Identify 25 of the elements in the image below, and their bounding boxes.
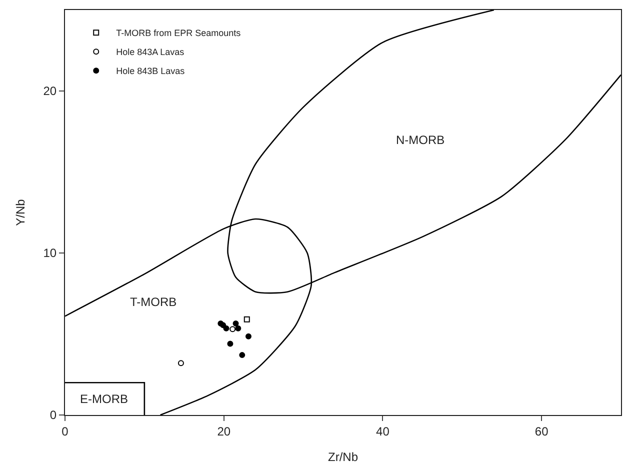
legend-label: Hole 843B Lavas	[116, 66, 186, 76]
point	[239, 352, 246, 358]
x-tick-label: 60	[534, 424, 549, 438]
point	[232, 320, 239, 326]
y-tick-label: 0	[50, 408, 57, 422]
x-tick-label: 40	[376, 424, 390, 438]
point	[244, 316, 250, 322]
point	[235, 325, 242, 332]
point	[178, 360, 184, 366]
point	[227, 340, 234, 347]
x-axis-title: Zr/Nb	[328, 450, 358, 464]
legend-label: T-MORB from EPR Seamounts	[116, 28, 242, 38]
point	[230, 326, 236, 332]
annotation: T-MORB	[130, 295, 177, 309]
y-tick-label: 10	[43, 246, 57, 260]
point	[220, 322, 226, 328]
legend-label: Hole 843A Lavas	[116, 47, 185, 58]
point	[223, 325, 230, 332]
annotation: E-MORB	[80, 392, 128, 406]
annotation: N-MORB	[396, 133, 445, 147]
y-tick-label: 20	[43, 84, 57, 98]
y-axis-title: Y/Nb	[14, 198, 28, 226]
point	[245, 333, 252, 340]
x-tick-label: 0	[62, 424, 69, 438]
x-tick-label: 20	[217, 424, 231, 438]
